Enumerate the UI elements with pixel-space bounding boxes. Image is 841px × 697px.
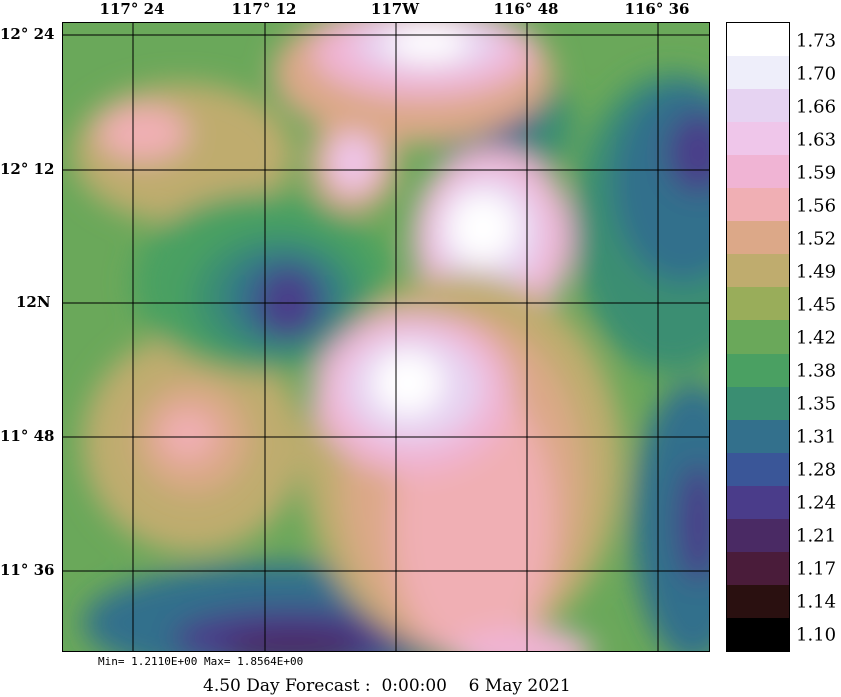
lon-label-117-12: 117° 12 [231, 0, 297, 18]
lon-label-117-24: 117° 24 [99, 0, 165, 18]
forecast-caption: 4.50 Day Forecast : 0:00:00 6 May 2021 [203, 676, 571, 696]
colorbar-swatch [727, 485, 789, 520]
colorbar-label: 1.56 [796, 195, 837, 217]
colorbar-swatch [727, 584, 789, 619]
lon-label-117w: 117W [370, 0, 420, 18]
colorbar-label: 1.52 [796, 228, 837, 250]
colorbar-label: 1.45 [796, 294, 837, 316]
colorbar-swatch [727, 452, 789, 487]
contour-field [63, 23, 709, 651]
colorbar-label: 1.63 [796, 129, 837, 151]
colorbar-swatch [727, 188, 789, 223]
min-max-text: Min= 1.2110E+00 Max= 1.8564E+00 [98, 655, 304, 668]
colorbar-swatch [727, 23, 789, 57]
colorbar-swatch [727, 353, 789, 388]
colorbar-label: 1.59 [796, 162, 837, 184]
lon-label-116-36: 116° 36 [624, 0, 690, 18]
colorbar-label: 1.49 [796, 261, 837, 283]
lat-label-11-36: 11° 36 [0, 561, 55, 579]
colorbar-swatch [727, 518, 789, 553]
colorbar-swatch [727, 254, 789, 289]
colorbar-label: 1.24 [796, 492, 837, 514]
colorbar-label: 1.42 [796, 327, 837, 349]
colorbar-label: 1.14 [796, 591, 837, 613]
lat-label-12-12: 12° 12 [0, 160, 55, 178]
colorbar-swatch [727, 221, 789, 256]
lon-label-116-48: 116° 48 [493, 0, 559, 18]
colorbar-swatch [727, 122, 789, 157]
colorbar-label: 1.10 [796, 624, 837, 646]
colorbar-label: 1.66 [796, 96, 837, 118]
colorbar-label: 1.21 [796, 525, 837, 547]
colorbar-swatch [727, 89, 789, 124]
colorbar-label: 1.38 [796, 360, 837, 382]
lat-label-12-24: 12° 24 [0, 25, 55, 43]
colorbar-label: 1.28 [796, 459, 837, 481]
colorbar-label: 1.35 [796, 393, 837, 415]
colorbar-label: 1.70 [796, 63, 837, 85]
colorbar-swatch [727, 320, 789, 355]
colorbar-swatch [727, 155, 789, 190]
colorbar-swatch [727, 287, 789, 322]
colorbar [726, 22, 790, 652]
map-plot-area [62, 22, 710, 652]
colorbar-label: 1.17 [796, 558, 837, 580]
colorbar-label: 1.73 [796, 30, 837, 52]
colorbar-label: 1.31 [796, 426, 837, 448]
colorbar-swatch [727, 56, 789, 91]
colorbar-swatch [727, 419, 789, 454]
colorbar-swatch [727, 386, 789, 421]
colorbar-swatch [727, 617, 789, 652]
colorbar-swatch [727, 551, 789, 586]
lat-label-11-48: 11° 48 [0, 427, 55, 445]
lat-label-12n: 12N [16, 293, 51, 311]
